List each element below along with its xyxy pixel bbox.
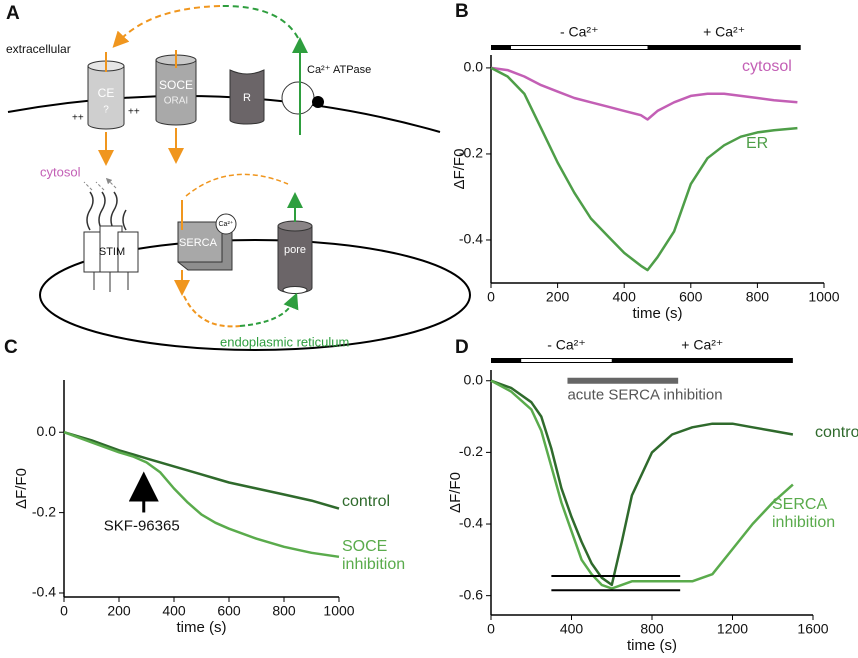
x-tick-label: 0	[487, 289, 495, 305]
condition-gap	[521, 359, 612, 362]
x-tick-label: 1600	[797, 621, 828, 637]
x-tick-label: 1000	[808, 289, 839, 305]
label: SERCA	[179, 237, 218, 249]
x-tick-label: 600	[217, 603, 241, 619]
x-tick-label: 1200	[717, 621, 748, 637]
x-tick-label: 400	[162, 603, 186, 619]
arrow-label: SKF-96365	[104, 517, 180, 534]
y-tick-label: 0.0	[464, 59, 484, 75]
y-tick-label: -0.4	[459, 515, 483, 531]
label: R	[243, 92, 251, 104]
y-tick-label: 0.0	[37, 423, 57, 439]
arrow	[183, 295, 241, 328]
ce-channel	[87, 52, 125, 166]
er-membrane	[39, 239, 471, 351]
y-axis-title: ΔF/F0	[447, 472, 464, 513]
series-line	[490, 379, 794, 587]
arrow	[185, 173, 289, 197]
y-tick-label: 0.0	[464, 371, 484, 387]
condition-label: + Ca²⁺	[703, 24, 745, 40]
y-tick-label: -0.2	[32, 503, 56, 519]
arrow	[239, 292, 299, 327]
series-line	[63, 431, 340, 559]
x-tick-label: 0	[487, 621, 495, 637]
label: ++	[128, 107, 140, 118]
pore	[277, 192, 313, 294]
label: pore	[284, 244, 306, 256]
label: STIM	[99, 246, 125, 258]
plasma-membrane	[7, 95, 441, 133]
label: endoplasmic reticulum	[220, 334, 349, 349]
panel-letter: A	[6, 3, 20, 24]
x-axis-title: time (s)	[627, 637, 677, 654]
y-tick-label: -0.2	[459, 145, 483, 161]
series-label: cytosol	[742, 58, 792, 75]
label: CE	[98, 86, 115, 100]
series-label: ER	[746, 135, 769, 152]
serca	[174, 200, 237, 296]
series-label: SOCE inhibition	[342, 538, 406, 573]
x-tick-label: 600	[679, 289, 703, 305]
y-tick-label: -0.4	[32, 584, 56, 600]
x-tick-label: 200	[546, 289, 570, 305]
y-tick-label: -0.4	[459, 231, 483, 247]
treatment-bar	[567, 377, 679, 384]
x-tick-label: 400	[560, 621, 584, 637]
x-tick-label: 800	[640, 621, 664, 637]
series-label: SERCA inhibition	[772, 496, 836, 531]
y-tick-label: -0.6	[459, 586, 483, 602]
label: ?	[103, 105, 109, 116]
label: Ca²⁺ ATPase	[307, 64, 371, 76]
x-tick-label: 800	[746, 289, 770, 305]
x-tick-label: 0	[60, 603, 68, 619]
series-line	[490, 379, 794, 590]
condition-label: - Ca²⁺	[547, 337, 586, 353]
label: extracellular	[6, 42, 71, 56]
x-tick-label: 800	[272, 603, 296, 619]
series-line	[490, 66, 798, 272]
panel-letter: C	[4, 337, 18, 358]
x-axis-title: time (s)	[633, 305, 683, 322]
label: Ca²⁺	[219, 220, 234, 228]
label: cytosol	[40, 164, 81, 179]
diagram: A extracellular CE ? ++ ++ SOCE ORAI R C…	[6, 3, 471, 351]
y-tick-label: -0.2	[459, 443, 483, 459]
series-line	[63, 431, 340, 510]
treatment-label: acute SERCA inhibition	[567, 387, 722, 404]
soce-channel	[155, 50, 197, 164]
arrow	[112, 5, 221, 48]
condition-bar	[491, 358, 793, 363]
atpase	[281, 81, 315, 115]
condition-label: + Ca²⁺	[681, 337, 723, 353]
condition-label: - Ca²⁺	[560, 24, 599, 40]
panel-letter: D	[455, 337, 469, 358]
stim	[83, 180, 139, 292]
atpase-site	[312, 96, 324, 108]
panel-letter: B	[455, 1, 469, 22]
series-label: control	[342, 493, 391, 510]
x-tick-label: 1000	[323, 603, 354, 619]
y-axis-title: ΔF/F0	[451, 149, 468, 190]
series-label: control	[815, 424, 858, 441]
x-tick-label: 400	[613, 289, 637, 305]
y-axis-title: ΔF/F0	[13, 468, 30, 509]
label: ++	[72, 113, 84, 124]
series-line	[490, 66, 798, 121]
x-tick-label: 200	[107, 603, 131, 619]
label: ORAI	[164, 96, 188, 107]
x-axis-title: time (s)	[177, 619, 227, 636]
arrow	[219, 4, 299, 39]
receptor	[229, 69, 265, 125]
condition-gap	[510, 46, 648, 49]
label: SOCE	[159, 78, 193, 92]
